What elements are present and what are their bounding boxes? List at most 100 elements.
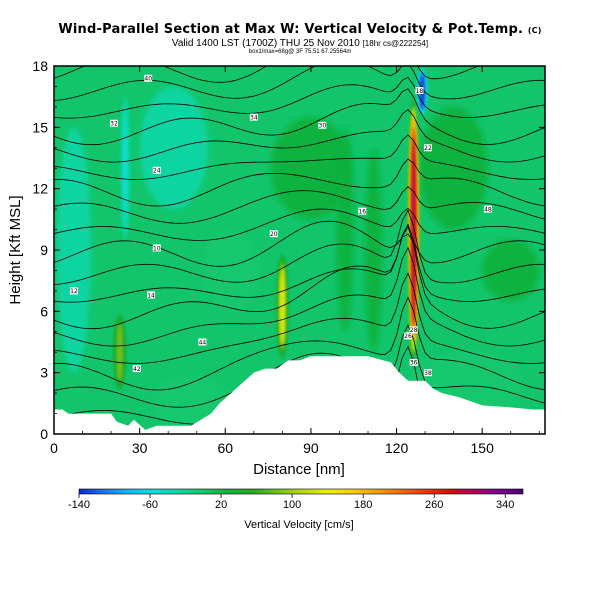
theta-contour-line <box>54 246 545 347</box>
contour-label-text: 22 <box>424 145 432 152</box>
theta-contour-line <box>54 76 545 119</box>
theta-contour-label: 10 <box>152 244 161 252</box>
contour-label-bg <box>423 369 432 377</box>
theta-contour-line <box>54 88 545 146</box>
field-band <box>56 127 92 373</box>
colorbar-tick-label: 100 <box>283 499 301 511</box>
chart-small-line: box1/max=68g@ 3F 75.51 67.25564m <box>40 49 560 55</box>
contour-label-bg <box>109 119 118 127</box>
contour-label-bg <box>318 121 327 129</box>
y-tick-label: 15 <box>32 119 48 135</box>
contour-label-bg <box>152 166 161 174</box>
colorbar-tick-label: 340 <box>496 499 514 511</box>
field-band <box>202 229 260 312</box>
theta-contour-label: 14 <box>147 291 156 299</box>
contour-label-text: 32 <box>110 121 118 128</box>
x-tick-label: 0 <box>50 440 58 456</box>
theta-contour-label: 36 <box>409 358 418 367</box>
theta-contour-line <box>54 207 545 241</box>
x-tick-label: 150 <box>471 440 495 456</box>
x-tick-label: 60 <box>217 440 233 456</box>
theta-contour-line <box>54 66 545 101</box>
contour-label-text: 10 <box>153 245 161 252</box>
theta-contour-line <box>54 220 545 267</box>
contour-label-bg <box>403 332 412 340</box>
theta-contour-label: 16 <box>358 207 367 215</box>
contour-label-text: 36 <box>410 360 418 367</box>
contour-label-bg <box>483 205 492 213</box>
forecast-note-text: [18hr cs@222254] <box>362 39 429 48</box>
contour-label-bg <box>409 358 418 366</box>
x-tick-label: 30 <box>132 440 148 456</box>
contour-label-text: 40 <box>144 76 152 83</box>
terrain <box>54 356 545 434</box>
theta-contour-label: 38 <box>423 369 432 377</box>
y-tick-label: 6 <box>40 303 48 319</box>
field-band <box>336 127 354 332</box>
contour-label-text: 12 <box>70 288 78 295</box>
theta-contour-line <box>54 158 545 207</box>
colorbar-tick-label: 20 <box>215 499 227 511</box>
contour-label-text: 44 <box>199 339 207 346</box>
contour-label-bg <box>198 338 207 346</box>
contour-label-bg <box>423 144 432 152</box>
contour-label-bg <box>415 87 424 95</box>
y-tick-label: 0 <box>40 426 48 442</box>
contour-label-bg <box>147 291 156 299</box>
theta-contour-label: 30 <box>318 121 327 130</box>
colorbar-tick-label: 180 <box>354 499 372 511</box>
contour-label-text: 38 <box>424 370 432 377</box>
updraft-core <box>117 325 122 379</box>
contour-label-bg <box>269 230 278 238</box>
theta-contour-label: 18 <box>415 87 424 95</box>
field-band <box>419 106 488 230</box>
theta-contour-label: 44 <box>198 338 207 346</box>
theta-contour-label: 26 <box>403 332 412 340</box>
contour-label-bg <box>249 113 258 121</box>
field-band <box>270 117 351 220</box>
contour-label-text: 14 <box>147 292 155 299</box>
theta-contour-line <box>54 223 545 303</box>
colorbar-tick-label: -60 <box>142 499 158 511</box>
colorbar-ticks: -140 -60 20 100 180 260 340 <box>68 494 514 511</box>
theta-contour-line <box>54 296 545 391</box>
contour-label-text: 18 <box>416 88 424 95</box>
chart-subtitle: Valid 1400 LST (1700Z) THU 25 Nov 2010 [… <box>40 38 560 49</box>
contour-label-text: 26 <box>404 333 412 340</box>
colorbar-tick-label: 260 <box>425 499 443 511</box>
velocity-field <box>56 67 540 428</box>
contour-label-bg <box>69 287 78 295</box>
x-tick-label: 90 <box>303 440 319 456</box>
x-axis-label: Distance [nm] <box>253 461 345 478</box>
title-text: Wind-Parallel Section at Max W: Vertical… <box>58 22 524 37</box>
theta-contour-label: 20 <box>269 230 278 238</box>
contour-label-text: 20 <box>270 231 278 238</box>
chart-title: Wind-Parallel Section at Max W: Vertical… <box>40 22 560 37</box>
field-band <box>365 147 383 353</box>
downdraft-core <box>123 115 127 222</box>
theta-contour-label: 22 <box>423 144 432 152</box>
colorbar-ramp <box>78 488 524 495</box>
contour-label-bg <box>144 74 153 82</box>
colorbar-tick-label: -140 <box>68 499 90 511</box>
field-band <box>482 239 540 302</box>
contour-label-text: 42 <box>133 366 141 373</box>
contour-label-bg <box>132 365 141 373</box>
theta-contour-line <box>54 209 545 285</box>
contour-label-text: 16 <box>358 208 366 215</box>
copyright-mark: (C) <box>527 26 542 35</box>
y-tick-label: 12 <box>32 181 48 197</box>
x-tick-label: 120 <box>385 440 409 456</box>
theta-contour-line <box>54 186 545 224</box>
theta-contour-label: 12 <box>69 287 78 295</box>
contour-label-text: 28 <box>410 327 418 334</box>
small-line-text: box1/max=68g@ 3F 75.51 67.25564m <box>248 49 352 55</box>
colorbar-label: Vertical Velocity [cm/s] <box>244 519 353 531</box>
theta-contour-line <box>54 323 545 408</box>
theta-contour-label: 32 <box>109 119 118 128</box>
contour-label-bg <box>409 326 418 334</box>
